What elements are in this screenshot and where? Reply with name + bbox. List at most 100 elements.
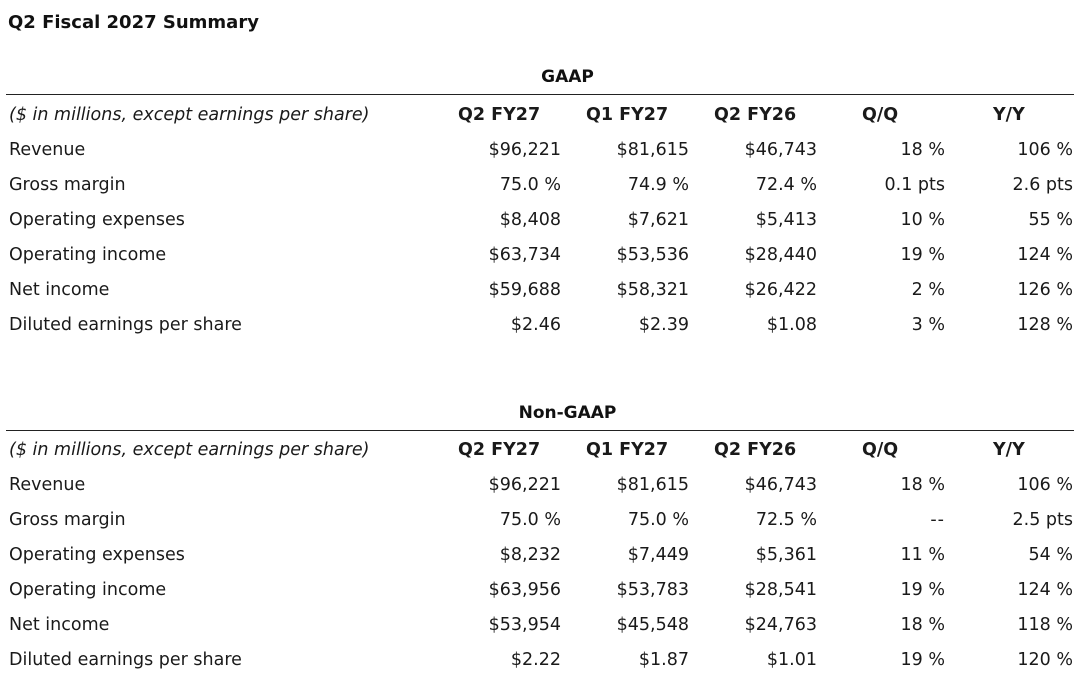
value-yy: 55 % [1028,210,1073,230]
table-row: Operating income $63,956 $53,783 $28,541… [0,573,1080,608]
value-yy: 106 % [1017,140,1073,160]
value-qq: 2 % [911,280,945,300]
value-q2-fy27: $53,954 [488,615,561,635]
value-q2-fy27: $63,734 [488,245,561,265]
row-label: Operating expenses [9,545,185,565]
value-q2-fy27: $2.46 [510,315,561,335]
row-label: Operating expenses [9,210,185,230]
value-qq: -- [930,510,945,530]
value-q2-fy26: $1.08 [766,315,817,335]
value-yy: 124 % [1017,245,1073,265]
value-qq: 11 % [900,545,945,565]
value-qq: 19 % [900,650,945,670]
column-header-q2-fy27: Q2 FY27 [458,440,541,460]
value-yy: 124 % [1017,580,1073,600]
table-row: Gross margin 75.0 % 74.9 % 72.4 % 0.1 pt… [0,168,1080,203]
value-q1-fy27: $53,783 [616,580,689,600]
value-yy: 2.5 pts [1012,510,1073,530]
value-yy: 118 % [1017,615,1073,635]
value-q2-fy27: $63,956 [488,580,561,600]
value-q2-fy26: $24,763 [744,615,817,635]
table-row: Operating expenses $8,408 $7,621 $5,413 … [0,203,1080,238]
value-q1-fy27: 75.0 % [627,510,689,530]
page-title: Q2 Fiscal 2027 Summary [8,12,259,33]
row-label: Diluted earnings per share [9,650,242,670]
value-qq: 10 % [900,210,945,230]
value-yy: 106 % [1017,475,1073,495]
value-yy: 54 % [1028,545,1073,565]
nongaap-divider [6,430,1074,431]
value-qq: 18 % [900,615,945,635]
value-q2-fy27: 75.0 % [499,510,561,530]
column-header-q2-fy26: Q2 FY26 [714,440,797,460]
row-label: Gross margin [9,510,126,530]
value-q1-fy27: $7,449 [627,545,689,565]
table-row: Diluted earnings per share $2.22 $1.87 $… [0,643,1080,678]
row-label: Net income [9,280,110,300]
table-row: Gross margin 75.0 % 75.0 % 72.5 % -- 2.5… [0,503,1080,538]
table-row: Diluted earnings per share $2.46 $2.39 $… [0,308,1080,343]
value-yy: 126 % [1017,280,1073,300]
table-row: Revenue $96,221 $81,615 $46,743 18 % 106… [0,468,1080,503]
nongaap-header-row: ($ in millions, except earnings per shar… [0,433,1080,468]
value-qq: 18 % [900,475,945,495]
value-q2-fy26: $28,440 [744,245,817,265]
value-q1-fy27: $2.39 [638,315,689,335]
value-q2-fy26: $1.01 [766,650,817,670]
units-note: ($ in millions, except earnings per shar… [9,440,370,460]
value-q2-fy27: 75.0 % [499,175,561,195]
column-header-q2-fy26: Q2 FY26 [714,105,797,125]
column-header-q1-fy27: Q1 FY27 [586,105,669,125]
value-q1-fy27: $45,548 [616,615,689,635]
value-q1-fy27: $53,536 [616,245,689,265]
value-qq: 0.1 pts [884,175,945,195]
value-yy: 128 % [1017,315,1073,335]
value-q2-fy26: $46,743 [744,475,817,495]
gaap-header-row: ($ in millions, except earnings per shar… [0,98,1080,133]
table-row: Net income $59,688 $58,321 $26,422 2 % 1… [0,273,1080,308]
value-qq: 19 % [900,580,945,600]
column-header-qq: Q/Q [862,440,899,460]
value-yy: 2.6 pts [1012,175,1073,195]
row-label: Revenue [9,140,86,160]
value-q2-fy27: $8,408 [499,210,561,230]
value-q2-fy27: $96,221 [488,475,561,495]
value-q2-fy27: $96,221 [488,140,561,160]
table-row: Operating income $63,734 $53,536 $28,440… [0,238,1080,273]
row-label: Gross margin [9,175,126,195]
gaap-heading: GAAP [541,67,594,87]
row-label: Revenue [9,475,86,495]
value-q1-fy27: $7,621 [627,210,689,230]
value-q2-fy26: $5,413 [755,210,817,230]
value-q1-fy27: $81,615 [616,140,689,160]
value-q2-fy27: $8,232 [499,545,561,565]
value-yy: 120 % [1017,650,1073,670]
table-row: Operating expenses $8,232 $7,449 $5,361 … [0,538,1080,573]
table-row: Revenue $96,221 $81,615 $46,743 18 % 106… [0,133,1080,168]
nongaap-heading: Non-GAAP [518,403,617,423]
value-q1-fy27: $81,615 [616,475,689,495]
value-q2-fy26: $28,541 [744,580,817,600]
column-header-yy: Y/Y [993,105,1025,125]
value-q2-fy26: 72.4 % [755,175,817,195]
table-row: Net income $53,954 $45,548 $24,763 18 % … [0,608,1080,643]
value-q1-fy27: $1.87 [638,650,689,670]
value-q1-fy27: $58,321 [616,280,689,300]
gaap-divider [6,94,1074,95]
value-q2-fy26: $5,361 [755,545,817,565]
units-note: ($ in millions, except earnings per shar… [9,105,370,125]
value-q2-fy27: $59,688 [488,280,561,300]
column-header-yy: Y/Y [993,440,1025,460]
value-q1-fy27: 74.9 % [627,175,689,195]
column-header-q1-fy27: Q1 FY27 [586,440,669,460]
value-q2-fy26: 72.5 % [755,510,817,530]
column-header-q2-fy27: Q2 FY27 [458,105,541,125]
value-qq: 3 % [911,315,945,335]
row-label: Net income [9,615,110,635]
row-label: Diluted earnings per share [9,315,242,335]
value-q2-fy26: $26,422 [744,280,817,300]
value-q2-fy27: $2.22 [510,650,561,670]
row-label: Operating income [9,580,167,600]
row-label: Operating income [9,245,167,265]
value-q2-fy26: $46,743 [744,140,817,160]
